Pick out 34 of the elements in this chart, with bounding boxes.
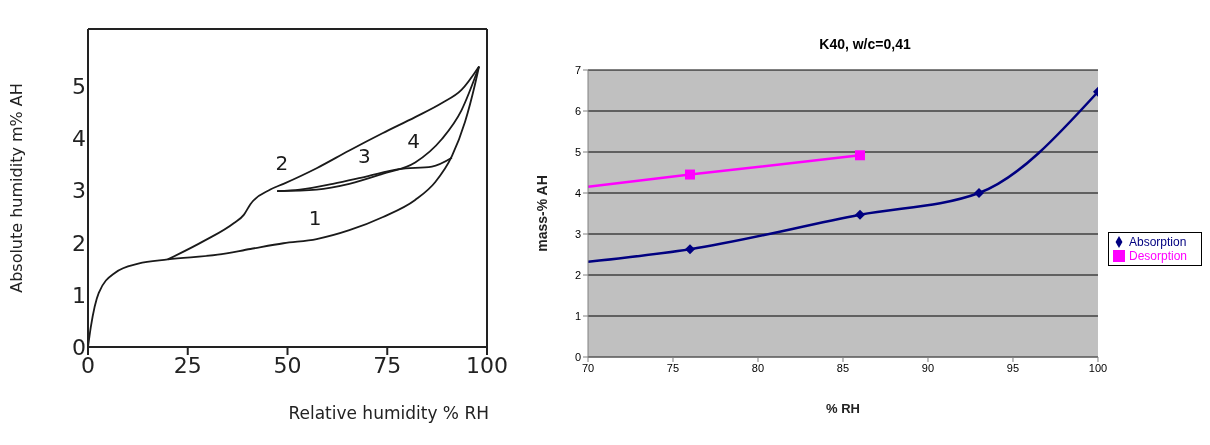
y-tick-label: 5 xyxy=(574,145,581,158)
y-tick-label: 3 xyxy=(72,178,86,204)
series-label: 3 xyxy=(358,143,371,168)
x-axis-title: % RH xyxy=(826,401,860,416)
y-tick-label: 4 xyxy=(72,126,86,152)
x-tick-label: 95 xyxy=(1006,361,1020,374)
y-tick-label: 2 xyxy=(72,230,86,256)
x-tick-label: 75 xyxy=(666,361,680,374)
y-axis-title: mass-% AH xyxy=(533,175,550,252)
y-tick-label: 5 xyxy=(72,74,86,100)
x-tick-label: 75 xyxy=(373,352,402,378)
x-axis-title: Relative humidity % RH xyxy=(288,403,489,423)
series-label: 1 xyxy=(308,206,322,231)
y-tick-label: 6 xyxy=(574,104,581,117)
legend-label: Absorption xyxy=(1128,234,1187,249)
x-tick-label: 50 xyxy=(273,352,302,378)
series-label: 4 xyxy=(407,129,420,154)
x-tick-label: 70 xyxy=(581,361,595,374)
y-tick-label: 7 xyxy=(574,63,581,76)
x-tick-label: 85 xyxy=(836,361,850,374)
x-tick-label: 100 xyxy=(1088,361,1108,374)
y-tick-label: 4 xyxy=(574,186,581,199)
x-tick-label: 80 xyxy=(751,361,765,374)
legend-label: Desorption xyxy=(1128,248,1187,263)
y-axis-title: Absolute humidity m% AH xyxy=(6,83,26,293)
x-tick-label: 100 xyxy=(466,352,508,378)
series-label: 2 xyxy=(275,150,289,175)
y-tick-label: 1 xyxy=(72,282,86,308)
y-tick-label: 1 xyxy=(574,309,581,322)
y-tick-label: 2 xyxy=(574,268,581,281)
y-tick-label: 3 xyxy=(574,227,581,240)
x-tick-label: 90 xyxy=(921,361,935,374)
x-tick-label: 25 xyxy=(173,352,202,378)
chart-title: K40, w/c=0,41 xyxy=(818,35,912,54)
